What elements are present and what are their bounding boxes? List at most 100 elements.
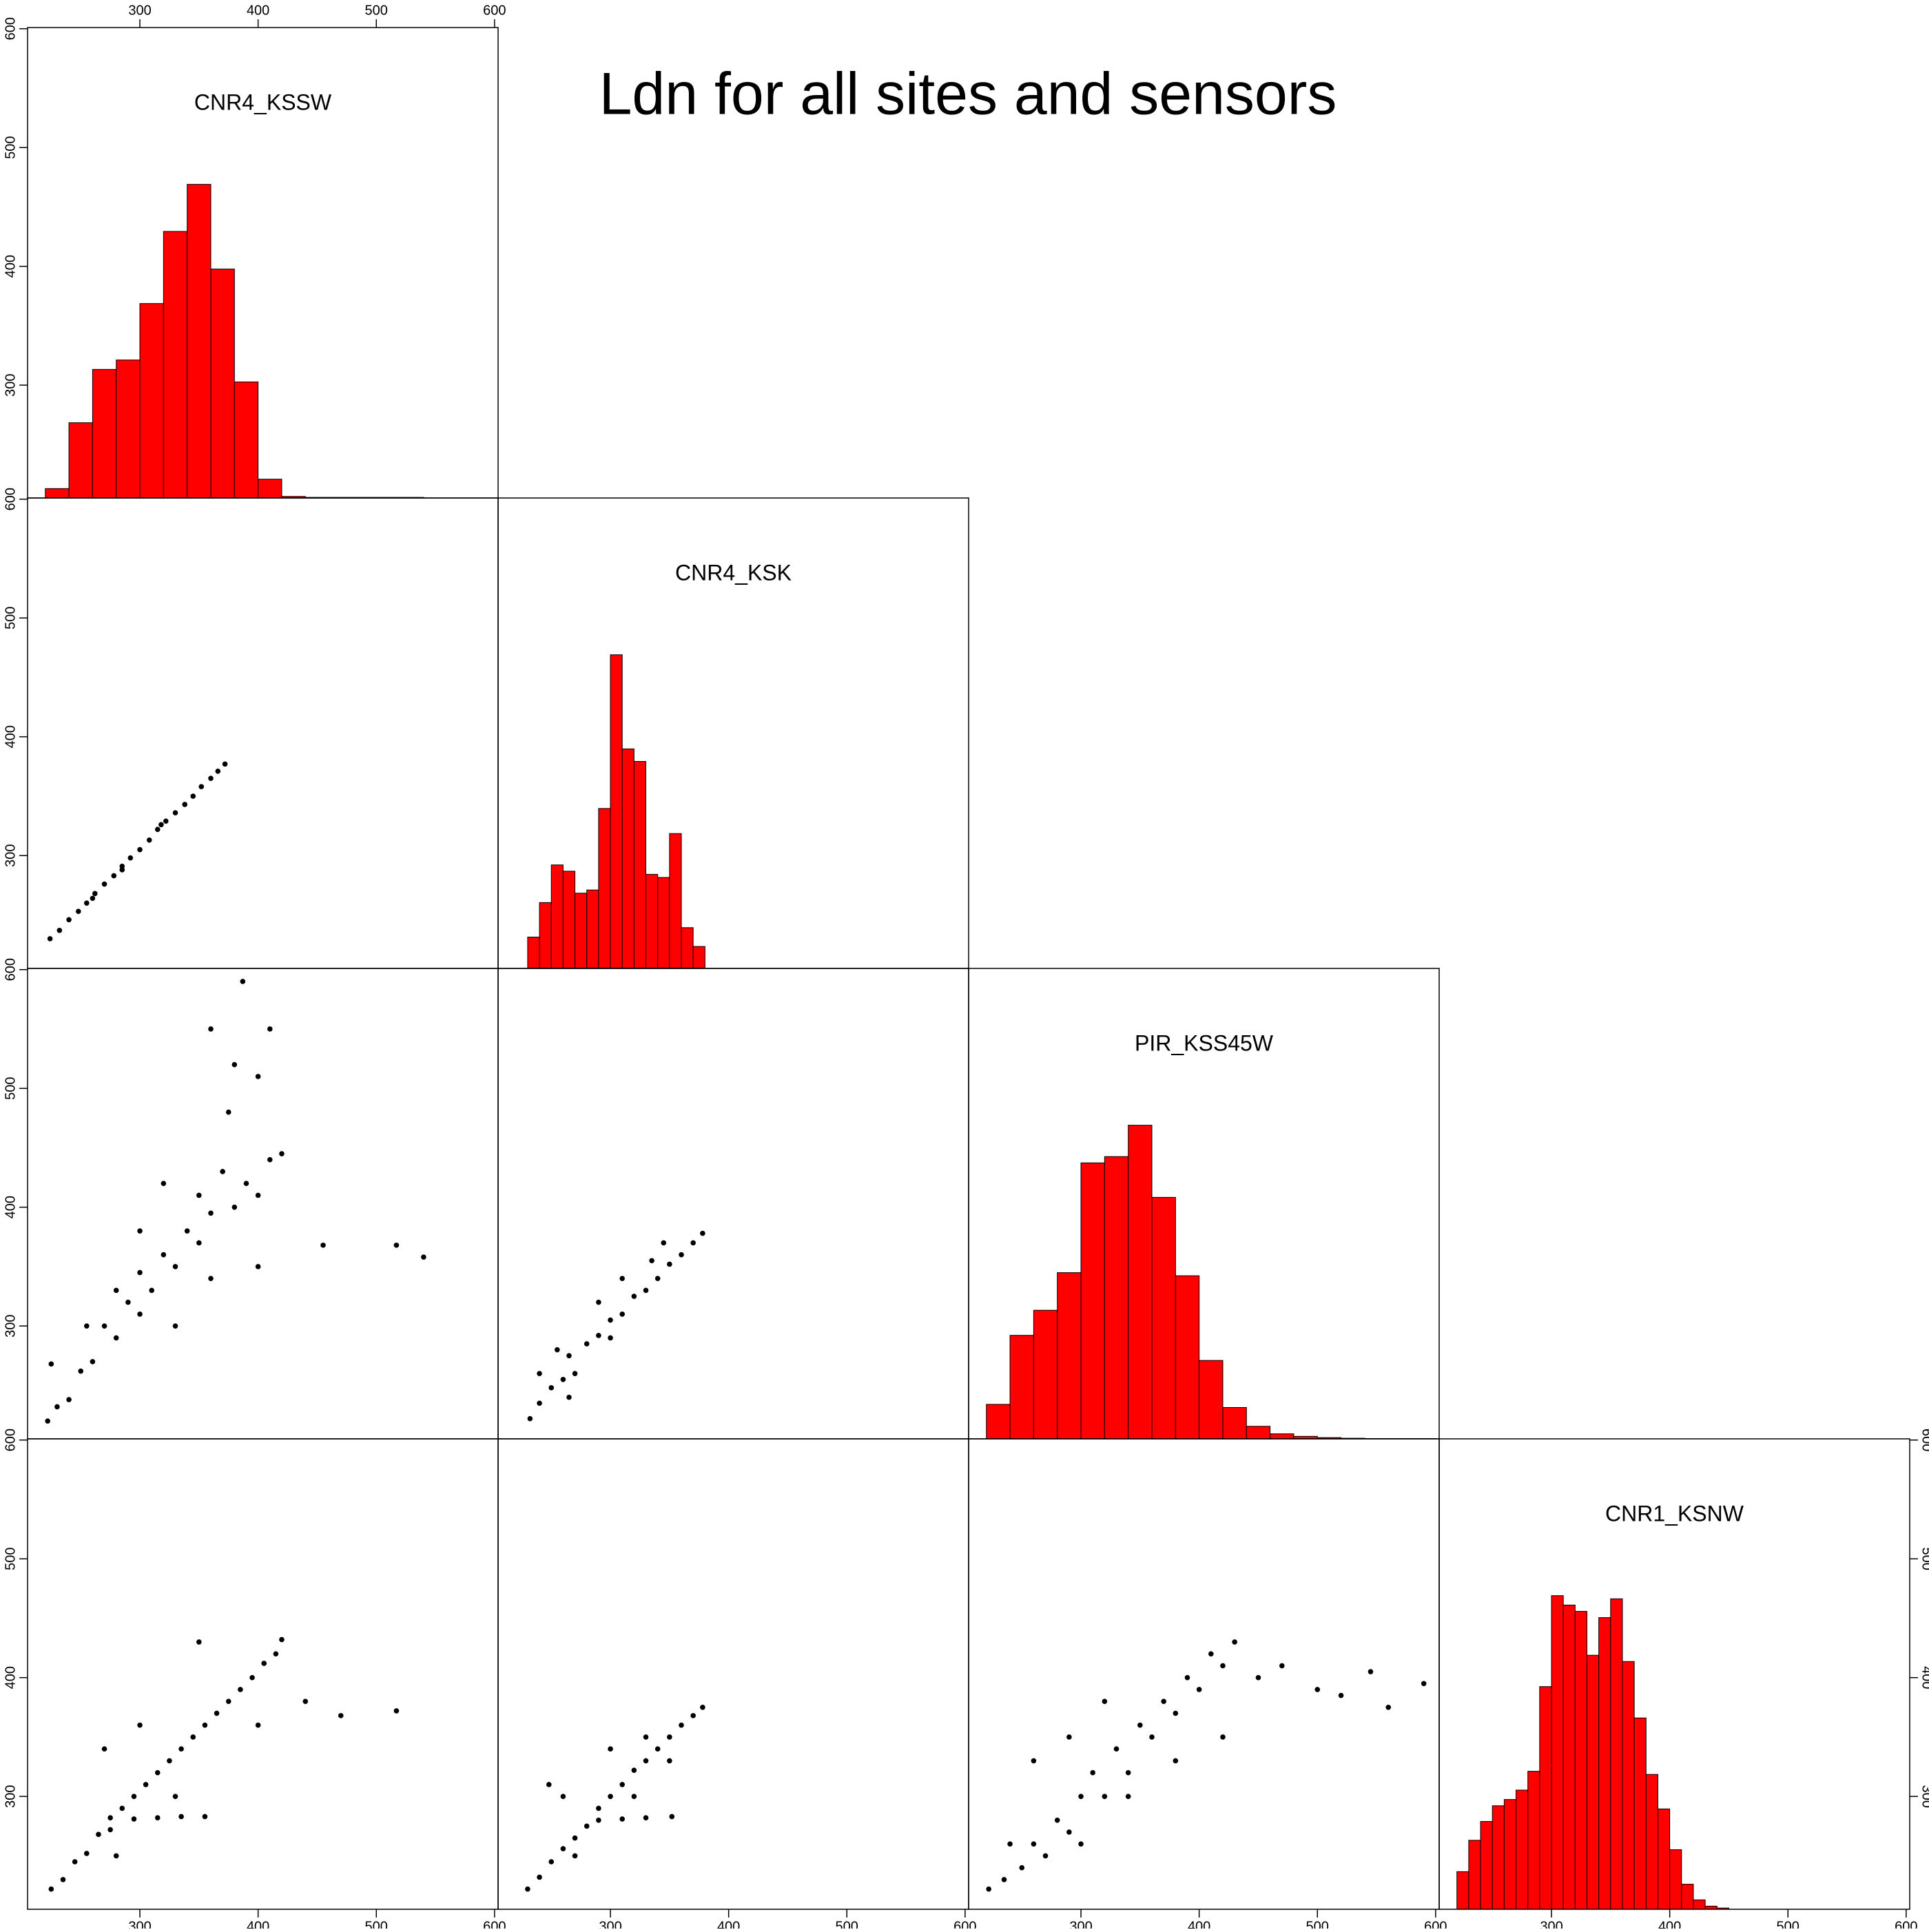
histogram-bar [1010,1336,1033,1439]
scatter-point [45,1418,50,1424]
scatter-point [90,895,96,901]
scatter-point [132,1794,137,1799]
scatter-point [1078,1794,1084,1799]
histogram-bar [1563,1605,1575,1909]
scatter-point [1232,1639,1237,1645]
histogram-bar [1223,1407,1246,1439]
scatter-point [111,873,116,879]
histogram-bar [1481,1822,1492,1909]
scatter-point [661,1240,666,1246]
y-tick-label: 300 [1919,1785,1929,1807]
scatter-point [537,1400,542,1406]
panel-frame [28,1439,498,1909]
panel-title: CNR4_KSK [675,560,792,585]
histogram-bar [987,1404,1010,1439]
scatter-point [619,1276,625,1281]
scatter-point [182,802,187,807]
histogram-bar [1270,1434,1294,1439]
histogram-bar [1528,1772,1540,1909]
scatter-point [185,1228,190,1234]
histogram-bar [1175,1276,1199,1439]
scatter-point [643,1815,649,1820]
scatter-point [107,1827,113,1833]
histogram-bar [1646,1774,1658,1909]
scatter-point [619,1816,625,1822]
y-tick-label: 300 [3,844,18,866]
scatter-point [1220,1734,1226,1740]
panel [498,968,969,1439]
y-tick-label: 600 [1919,1429,1929,1451]
scatter-point [1078,1841,1084,1847]
scatter-point [679,1252,684,1258]
histogram-bar [1658,1809,1669,1909]
scatter-point [203,1814,208,1820]
x-tick-label: 500 [1777,1919,1799,1929]
scatter-point [596,1300,601,1305]
scatter-point [66,917,72,922]
panel-frame [28,968,498,1439]
scatter-point [196,1639,202,1645]
scatter-point [114,1336,119,1341]
scatter-point [90,1359,96,1364]
scatter-point [572,1836,578,1841]
histogram-bar [646,874,658,968]
histogram-bar [563,871,575,968]
scatter-point [102,1323,107,1329]
scatter-point [119,1806,125,1811]
x-tick-label: 300 [128,1919,151,1929]
scatter-point [92,891,98,897]
y-tick-label: 500 [3,1548,18,1570]
scatter-point [190,793,196,799]
scatter-point [196,1240,202,1246]
histogram-bar [1599,1618,1611,1909]
x-tick-label: 600 [483,1919,506,1929]
scatter-point [548,1385,554,1391]
scatter-point [158,822,164,828]
scatter-point [1197,1687,1202,1692]
scatter-point [1090,1770,1095,1776]
scatter-point [214,1711,220,1716]
scatter-point [125,1300,131,1305]
scatter-point [279,1151,285,1156]
scatter-point [1007,1841,1013,1847]
histogram-bar [575,893,587,968]
scatter-point [274,1651,279,1656]
scatter-point [114,1288,119,1294]
scatter-point [96,1832,101,1838]
scatter-point [84,1323,90,1329]
x-tick-label: 500 [365,1919,388,1929]
histogram-bar [258,479,282,498]
scatter-point [667,1734,672,1740]
histogram-bar [1540,1687,1551,1909]
scatter-point [1220,1663,1226,1669]
scatter-point [107,1815,113,1820]
scatter-point [155,827,161,832]
scatter-point [1279,1663,1285,1669]
scatter-point [608,1746,613,1752]
x-tick-label: 300 [599,1919,621,1929]
scatter-point [215,769,220,774]
scatter-point [1173,1711,1179,1716]
histogram-bar [1587,1655,1599,1909]
scatter-point [596,1818,601,1823]
scatter-point [561,1846,566,1851]
x-tick-label: 600 [483,3,506,18]
scatter-point [669,1814,674,1820]
scatter-point [561,1794,566,1799]
scatter-point [394,1243,400,1248]
scatter-point [320,1243,326,1248]
scatter-point [203,1723,208,1728]
scatter-point [667,1758,672,1764]
panel-frame [969,1439,1439,1909]
scatter-point [208,776,214,781]
scatter-point [655,1746,661,1752]
histogram-bar [599,809,610,968]
scatter-point [232,1205,238,1210]
y-tick-label: 400 [3,725,18,748]
scatter-point [1185,1675,1190,1681]
histogram-bar [187,185,211,498]
